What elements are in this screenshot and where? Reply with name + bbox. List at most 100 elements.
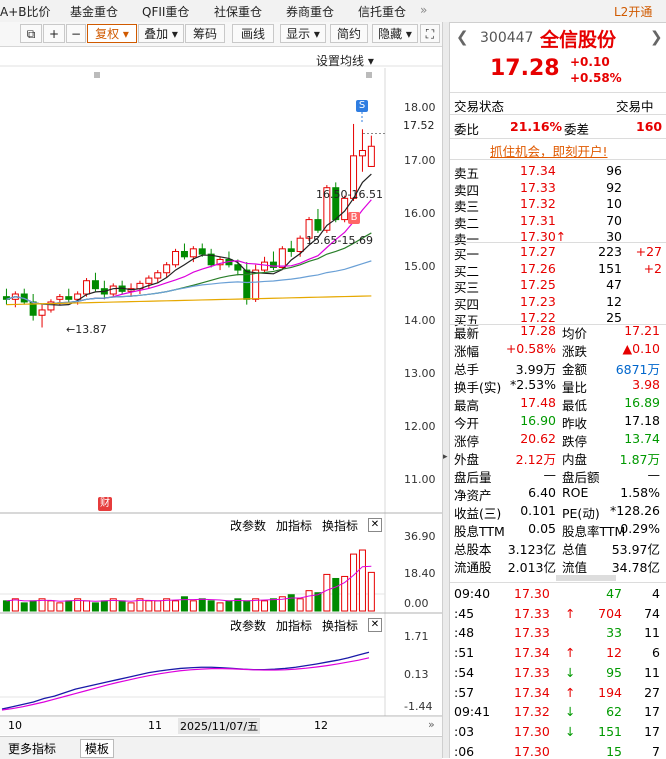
ind-close-icon[interactable]: ✕ bbox=[368, 618, 382, 632]
indicator-tick-label: 1.71 bbox=[404, 630, 429, 643]
volume-bar bbox=[65, 600, 73, 612]
tick-volume: 47 bbox=[606, 586, 622, 601]
chip-button[interactable]: 筹码 bbox=[185, 24, 225, 43]
ask-price: 17.31 bbox=[520, 212, 556, 228]
ind-add-indicator-button[interactable]: 加指标 bbox=[276, 619, 313, 633]
prev-stock-icon[interactable]: ❮ bbox=[456, 28, 469, 46]
candle-body bbox=[38, 309, 46, 316]
volume-ma-line bbox=[6, 565, 372, 602]
stat-value: 34.78亿 bbox=[611, 560, 660, 575]
more-indicators-tab[interactable]: 更多指标 bbox=[8, 742, 57, 756]
copy-icon[interactable]: ⧉ bbox=[20, 24, 42, 43]
sell-signal-marker[interactable]: S bbox=[356, 100, 368, 112]
l2-open-link[interactable]: L2开通 bbox=[614, 5, 653, 19]
tick-count: 74 bbox=[644, 605, 660, 621]
stat-value: 0.29% bbox=[620, 521, 660, 536]
price-tick-label: 17.00 bbox=[404, 154, 436, 168]
ask-volume: 70 bbox=[606, 212, 622, 228]
volume-bar bbox=[136, 598, 144, 612]
nav-social-security-holdings[interactable]: 社保重仓 bbox=[214, 5, 263, 19]
tick-direction-icon: ↑ bbox=[565, 605, 576, 621]
tick-price: 17.30 bbox=[514, 723, 550, 739]
candle-body bbox=[109, 285, 117, 295]
next-stock-icon[interactable]: ❯ bbox=[650, 28, 663, 46]
stat-value: 1.58% bbox=[620, 485, 660, 500]
tick-count: 11 bbox=[644, 664, 660, 680]
moving-average-line bbox=[6, 260, 372, 305]
bid-volume: 47 bbox=[606, 277, 622, 292]
open-account-promo-link[interactable]: 抓住机会，即刻开户! bbox=[490, 144, 608, 159]
overlay-dropdown[interactable]: 叠加 ▾ bbox=[138, 24, 184, 43]
buy-signal-marker[interactable]: B bbox=[348, 212, 360, 224]
simple-mode-button[interactable]: 简约 bbox=[330, 24, 368, 43]
volume-tick-label: 36.90 bbox=[404, 530, 436, 543]
stat-label: PE(动) bbox=[562, 506, 600, 521]
vol-close-icon[interactable]: ✕ bbox=[368, 518, 382, 532]
volume-bar bbox=[74, 598, 82, 612]
indicator-tick-label: 0.13 bbox=[404, 668, 429, 681]
hide-dropdown[interactable]: 隐藏 ▾ bbox=[372, 24, 418, 43]
candle-body bbox=[172, 250, 180, 266]
tick-volume: 33 bbox=[606, 625, 622, 641]
pan-handle-icon[interactable] bbox=[366, 72, 372, 78]
volume-bar bbox=[332, 577, 340, 612]
ind-edit-params-button[interactable]: 改参数 bbox=[230, 619, 267, 633]
tick-price: 17.33 bbox=[514, 625, 550, 641]
tick-time: 09:41 bbox=[454, 704, 491, 720]
ask-level-label: 卖三 bbox=[454, 199, 480, 214]
nav-fund-holdings[interactable]: 基金重仓 bbox=[70, 5, 119, 19]
zoom-in-icon[interactable]: + bbox=[43, 24, 65, 43]
candle-body bbox=[323, 187, 331, 231]
pan-handle-icon[interactable] bbox=[94, 72, 100, 78]
panel-splitter[interactable]: ▸ bbox=[442, 22, 450, 758]
kline-chart[interactable] bbox=[0, 46, 442, 758]
time-axis-label: 11 bbox=[148, 719, 162, 732]
draw-line-button[interactable]: 画线 bbox=[232, 24, 274, 43]
volume-bar bbox=[314, 592, 322, 612]
stats-scroll-handle[interactable] bbox=[556, 575, 616, 581]
price-tick-label: 11.00 bbox=[404, 473, 436, 486]
template-tab[interactable]: 模板 bbox=[80, 739, 115, 758]
nav-more-icon[interactable]: » bbox=[420, 3, 428, 17]
stat-label: 净资产 bbox=[454, 488, 492, 503]
tick-volume: 62 bbox=[606, 704, 622, 720]
ask-price: 17.30↑ bbox=[520, 229, 567, 244]
tick-count: 7 bbox=[652, 743, 660, 759]
nav-ab-compare[interactable]: A+B比价 bbox=[0, 5, 51, 19]
weicha-label: 委差 bbox=[564, 122, 590, 137]
nav-broker-holdings[interactable]: 券商重仓 bbox=[286, 5, 335, 19]
tick-price: 17.33 bbox=[514, 605, 550, 621]
volume-bar bbox=[163, 598, 171, 612]
volume-bar bbox=[29, 600, 37, 612]
fuquan-dropdown[interactable]: 复权 ▾ bbox=[87, 24, 137, 43]
stat-label: 总值 bbox=[562, 542, 588, 557]
tick-direction-icon: ↓ bbox=[565, 704, 576, 720]
display-dropdown[interactable]: 显示 ▾ bbox=[280, 24, 326, 43]
candle-body bbox=[207, 253, 215, 266]
stat-label: 换手(实) bbox=[454, 380, 502, 395]
vol-switch-indicator-button[interactable]: 换指标 bbox=[322, 519, 359, 533]
stat-value: 3.123亿 bbox=[507, 542, 556, 557]
fullscreen-icon[interactable]: ⛶ bbox=[420, 24, 440, 43]
volume-tick-label: 18.40 bbox=[404, 567, 436, 580]
ma-setting-dropdown[interactable]: 设置均线 ▾ bbox=[316, 54, 374, 68]
volume-bar bbox=[83, 600, 91, 612]
candle-body bbox=[261, 261, 269, 271]
volume-bar bbox=[2, 600, 10, 612]
divider bbox=[450, 582, 666, 583]
vol-add-indicator-button[interactable]: 加指标 bbox=[276, 519, 313, 533]
nav-trust-holdings[interactable]: 信托重仓 bbox=[358, 5, 407, 19]
collapse-arrow-icon[interactable]: ▸ bbox=[443, 452, 448, 462]
scroll-right-icon[interactable]: » bbox=[428, 718, 435, 731]
tick-volume: 95 bbox=[606, 664, 622, 680]
price-change: +0.10 bbox=[570, 55, 610, 69]
zoom-out-icon[interactable]: − bbox=[66, 24, 86, 43]
stat-value: 2.013亿 bbox=[507, 560, 556, 575]
volume-bar bbox=[91, 602, 99, 612]
ind-switch-indicator-button[interactable]: 换指标 bbox=[322, 619, 359, 633]
time-axis-label: 10 bbox=[8, 719, 22, 732]
financial-report-marker[interactable]: 财 bbox=[98, 497, 112, 511]
tick-volume: 151 bbox=[598, 723, 622, 739]
nav-qfii-holdings[interactable]: QFII重仓 bbox=[142, 5, 190, 19]
vol-edit-params-button[interactable]: 改参数 bbox=[230, 519, 267, 533]
